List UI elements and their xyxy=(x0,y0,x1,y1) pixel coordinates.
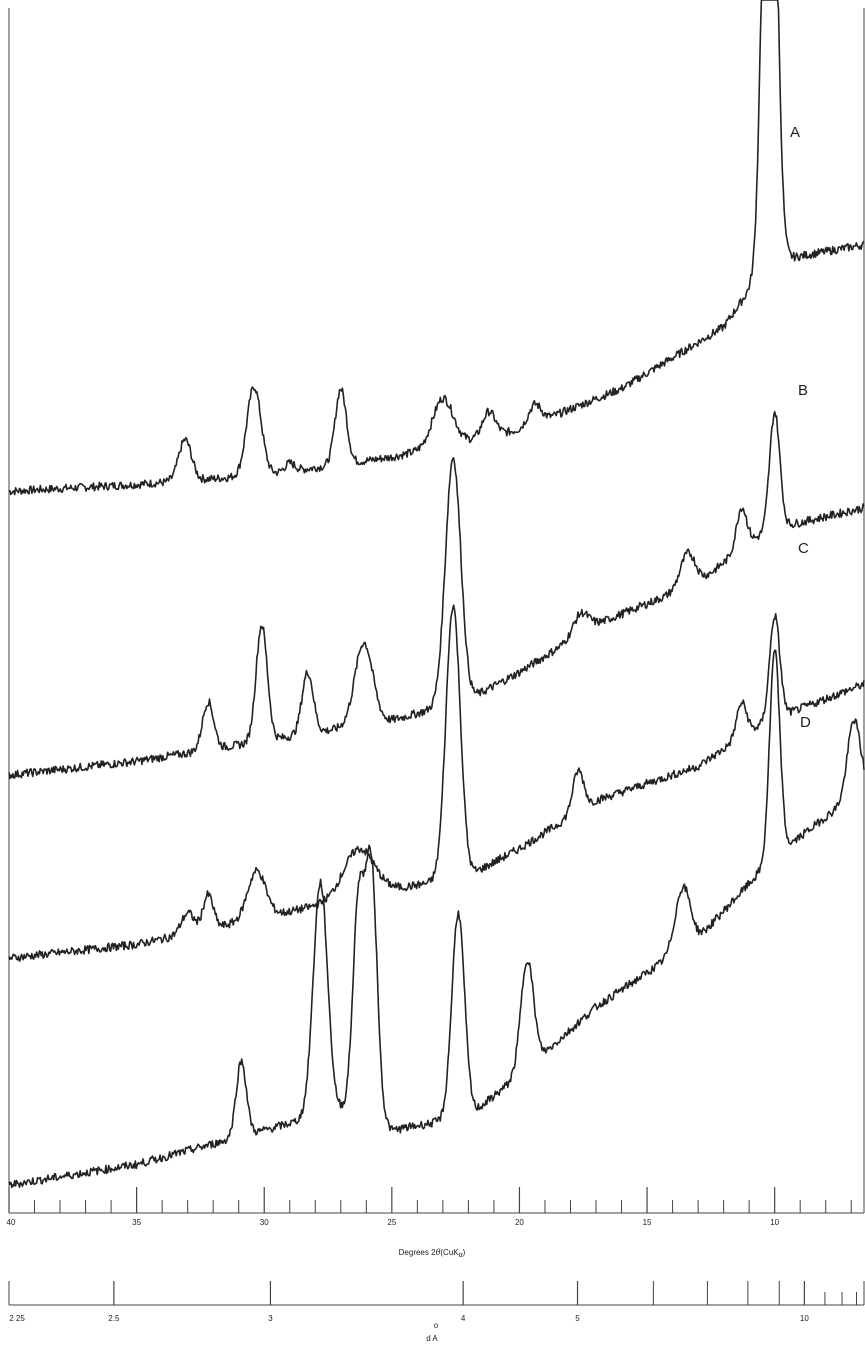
trace-c xyxy=(8,604,865,962)
two-theta-tick-label: 15 xyxy=(643,1218,652,1227)
d-tick-label: 10 xyxy=(800,1314,809,1323)
trace-label-c: C xyxy=(798,540,809,557)
axis-title-close: ) xyxy=(463,1248,466,1257)
plot-frame xyxy=(8,8,865,1214)
trace-a xyxy=(8,0,865,496)
d-spacing-axis: 2 25 2.5 3 4 5 10 xyxy=(8,1281,865,1323)
d-tick-label: 2 25 xyxy=(9,1314,25,1323)
two-theta-tick-label: 30 xyxy=(260,1218,269,1227)
trace-label-a: A xyxy=(790,124,800,141)
two-theta-tick-label: 20 xyxy=(515,1218,524,1227)
axis-title-subscript: α xyxy=(459,1252,463,1259)
trace-b xyxy=(8,410,865,780)
two-theta-axis-title: Degrees 2θ(CuKα) xyxy=(399,1248,466,1259)
trace-labels: A B C D xyxy=(790,124,811,731)
trace-label-d: D xyxy=(800,714,811,731)
d-tick-label: 5 xyxy=(575,1314,580,1323)
axis-title-prefix: Degrees 2 xyxy=(399,1248,436,1257)
axis-title-suffix: (CuK xyxy=(440,1248,459,1257)
diffraction-traces xyxy=(8,0,865,1189)
d-axis-title: d A xyxy=(426,1334,438,1343)
d-axis-ring: o xyxy=(434,1321,439,1330)
d-tick-label: 3 xyxy=(268,1314,273,1323)
two-theta-tick-label: 25 xyxy=(387,1218,396,1227)
trace-label-b: B xyxy=(798,382,808,399)
two-theta-axis: 40 35 30 25 20 15 10 xyxy=(7,1187,852,1227)
two-theta-tick-label: 35 xyxy=(132,1218,141,1227)
trace-d xyxy=(8,649,865,1189)
axis-title-theta: θ xyxy=(436,1248,441,1257)
two-theta-tick-label: 10 xyxy=(770,1218,779,1227)
d-tick-label: 4 xyxy=(461,1314,466,1323)
two-theta-tick-label: 40 xyxy=(7,1218,16,1227)
d-tick-label: 2.5 xyxy=(108,1314,120,1323)
